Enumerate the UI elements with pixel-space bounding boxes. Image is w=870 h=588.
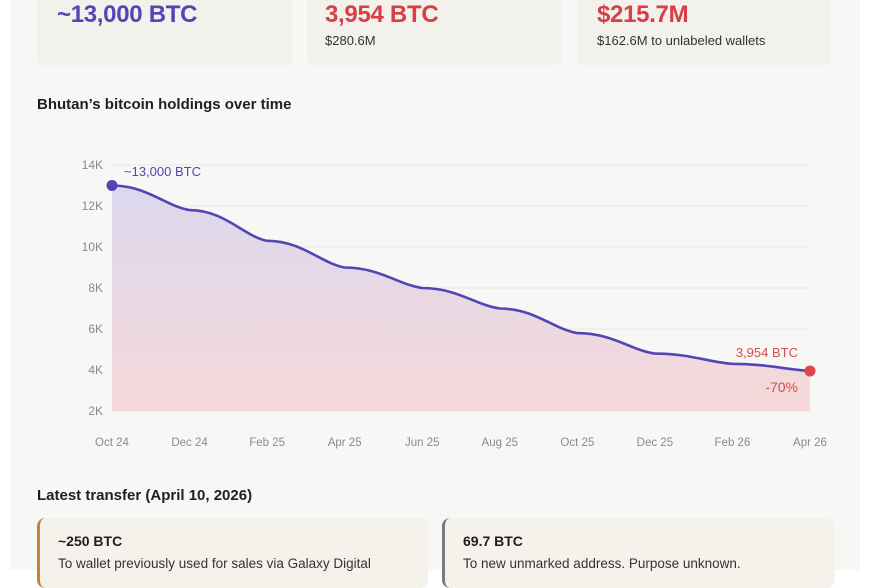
end-annotation-value: 3,954 BTC xyxy=(736,345,798,360)
stat-value: 3,954 BTC xyxy=(325,1,439,28)
stat-card-current-holdings: 3,954 BTC $280.6M xyxy=(307,0,562,65)
stat-subtext: $162.6M to unlabeled wallets xyxy=(597,33,766,48)
stat-card-sold-value: $215.7M $162.6M to unlabeled wallets xyxy=(577,0,830,65)
stat-subtext: $280.6M xyxy=(325,33,376,48)
x-tick-label: Oct 24 xyxy=(95,437,129,449)
transfer-card-galaxy: ~250 BTC To wallet previously used for s… xyxy=(37,518,428,588)
transfer-amount: 69.7 BTC xyxy=(463,533,523,549)
end-annotation-percent: -70% xyxy=(765,379,798,395)
y-tick-label: 14K xyxy=(82,158,103,172)
latest-transfer-title: Latest transfer (April 10, 2026) xyxy=(37,487,253,504)
y-tick-label: 2K xyxy=(88,404,103,418)
stat-card-initial-holdings: ~13,000 BTC xyxy=(37,0,292,65)
transfer-card-unmarked: 69.7 BTC To new unmarked address. Purpos… xyxy=(442,518,835,588)
x-tick-label: Dec 24 xyxy=(171,437,208,449)
x-tick-label: Jun 25 xyxy=(405,437,440,449)
holdings-line xyxy=(111,184,811,373)
y-tick-label: 12K xyxy=(82,199,103,213)
start-point-marker xyxy=(106,180,118,191)
x-tick-label: Feb 26 xyxy=(715,437,751,449)
stat-value: ~13,000 BTC xyxy=(57,1,198,28)
y-tick-label: 4K xyxy=(88,363,103,377)
x-tick-label: Feb 25 xyxy=(249,437,285,449)
transfer-description: To wallet previously used for sales via … xyxy=(58,556,371,571)
x-tick-label: Oct 25 xyxy=(560,437,594,449)
x-axis-ticks: Oct 24 Dec 24 Feb 25 Apr 25 Jun 25 Aug 25 Oct … xyxy=(95,437,827,449)
x-tick-label: Aug 25 xyxy=(482,437,518,449)
transfer-description: To new unmarked address. Purpose unknown… xyxy=(463,556,741,571)
y-tick-label: 6K xyxy=(88,322,103,336)
y-tick-label: 10K xyxy=(82,240,103,254)
x-tick-label: Apr 25 xyxy=(328,437,362,449)
end-point-marker xyxy=(804,365,816,377)
holdings-area-chart: 2K 4K 6K 8K 10K 12K 14K Oct 24 Dec 24 Feb 25 Apr … xyxy=(82,158,827,449)
transfer-amount: ~250 BTC xyxy=(58,533,123,549)
x-tick-label: Apr 26 xyxy=(793,437,827,449)
y-tick-label: 8K xyxy=(88,281,103,295)
chart-title: Bhutan’s bitcoin holdings over time xyxy=(37,96,292,113)
holdings-area-fill xyxy=(112,185,810,411)
y-axis-ticks: 2K 4K 6K 8K 10K 12K 14K xyxy=(82,158,103,418)
x-tick-label: Dec 25 xyxy=(637,437,673,449)
start-annotation: ~13,000 BTC xyxy=(124,164,201,179)
stat-value: $215.7M xyxy=(597,1,689,28)
